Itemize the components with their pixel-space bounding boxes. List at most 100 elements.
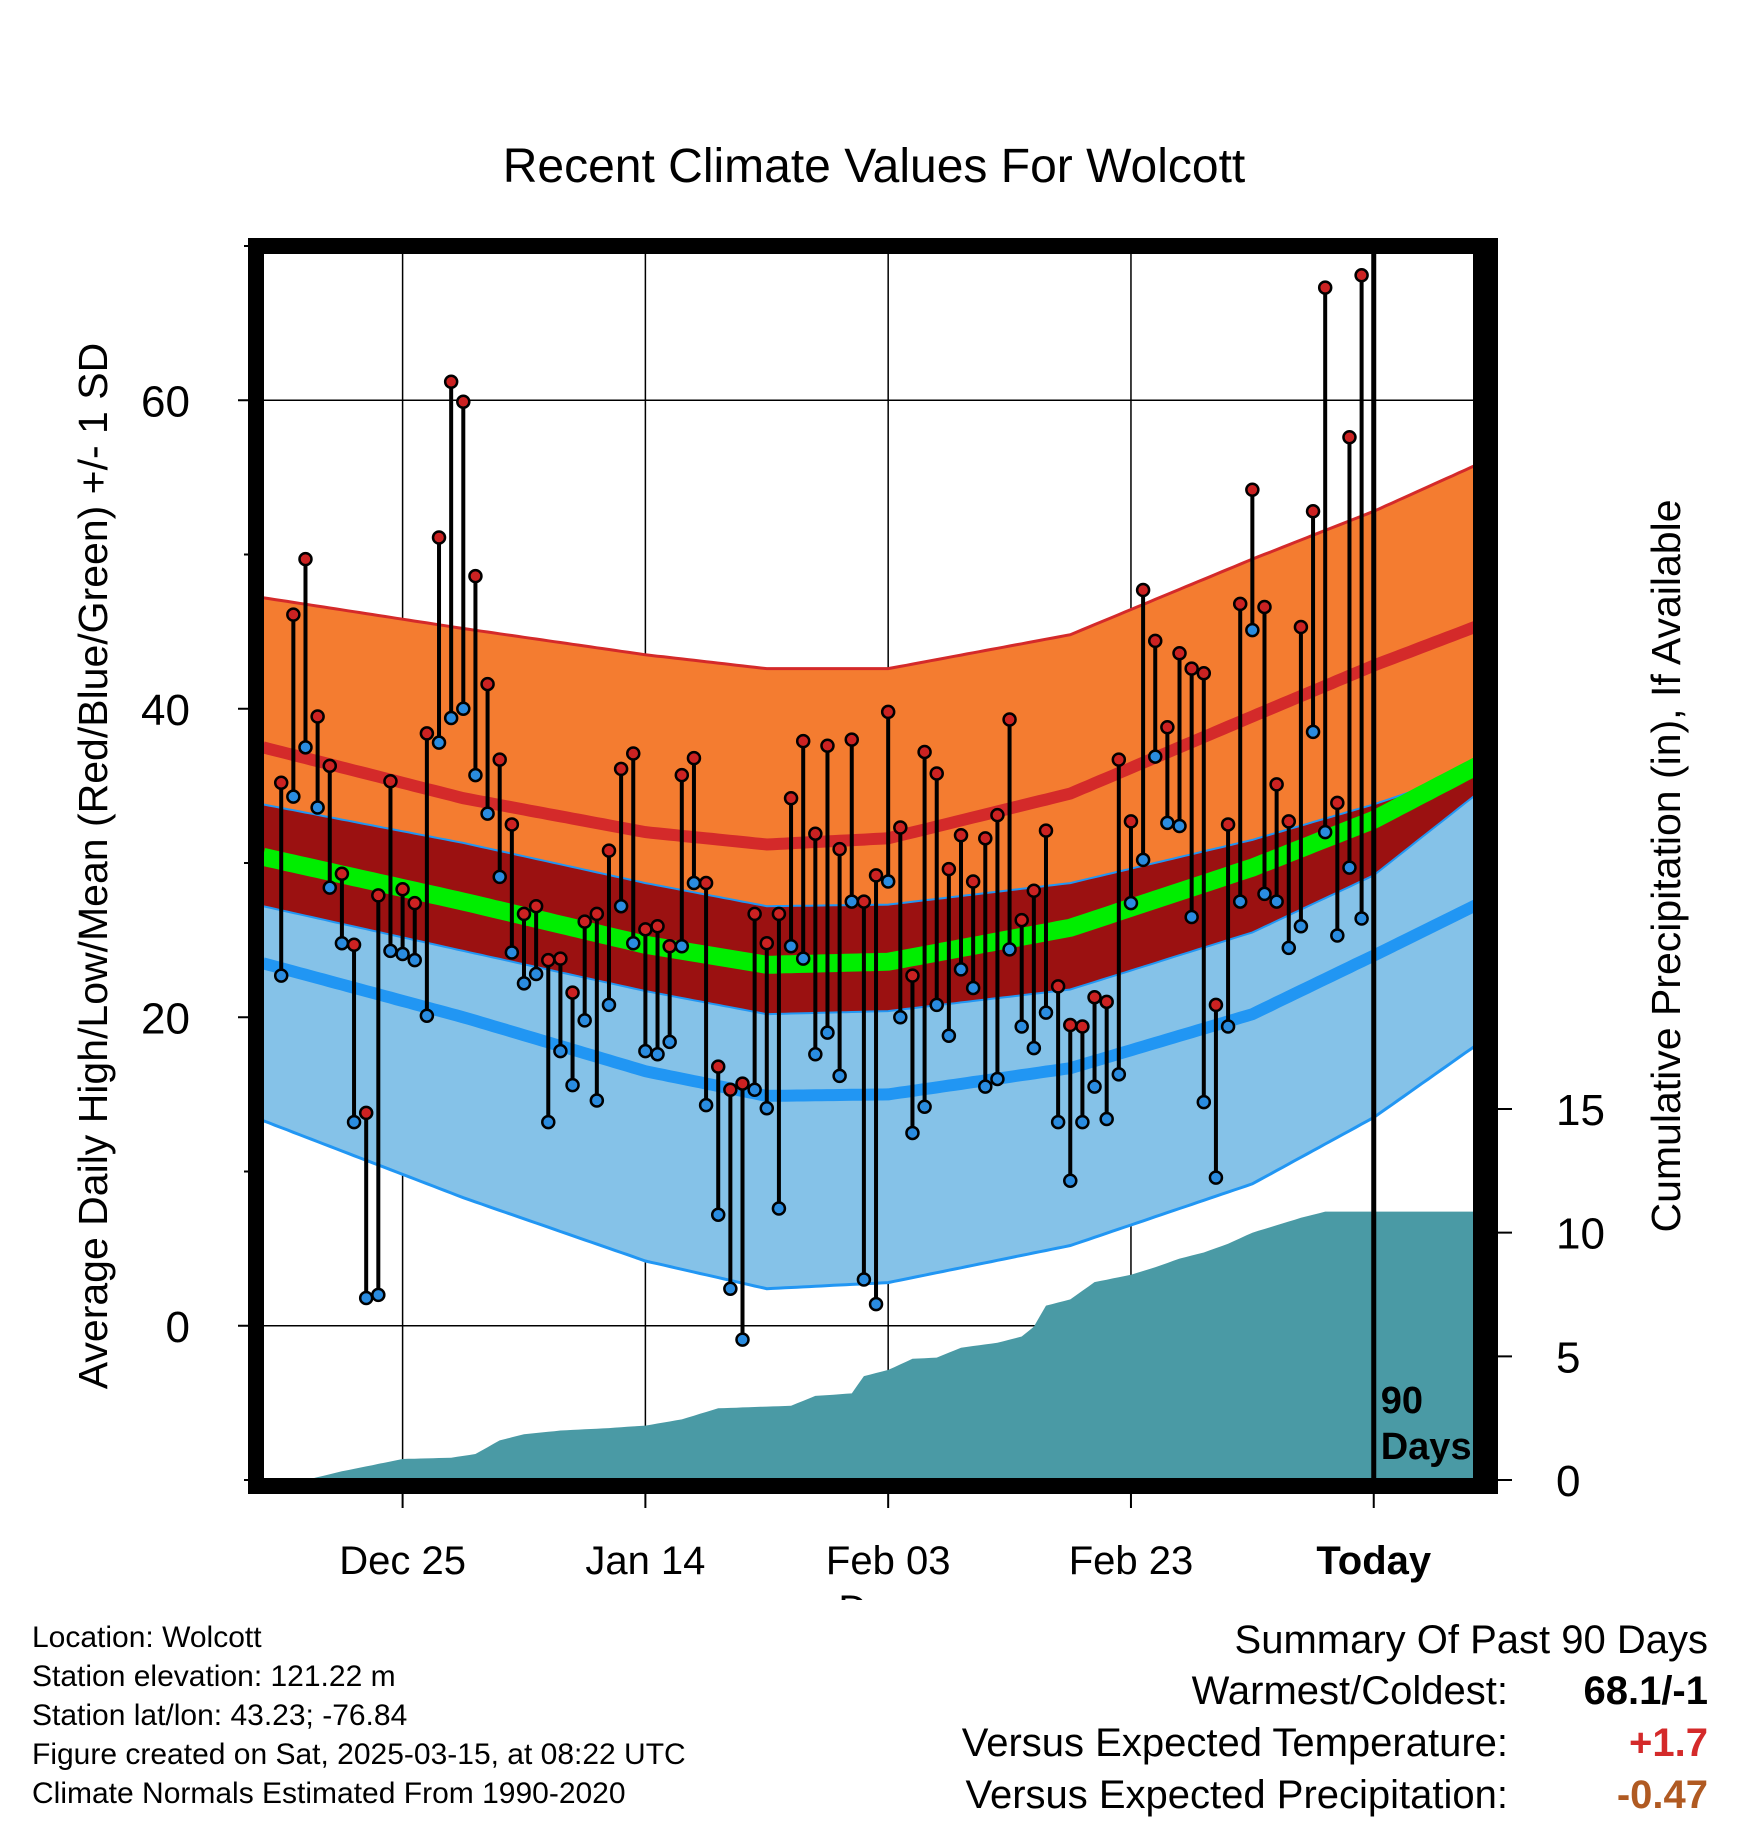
daily-low-point	[710, 1207, 726, 1222]
daily-low-point	[1087, 1079, 1102, 1094]
daily-high-point	[710, 1059, 726, 1074]
daily-low-point	[371, 1287, 386, 1303]
daily-low-point	[638, 1043, 653, 1059]
daily-low-point	[1050, 1114, 1066, 1130]
daily-low-point	[541, 1114, 556, 1130]
daily-low-point	[431, 735, 447, 750]
low-normal-band	[263, 789, 1483, 1289]
y-right-tick-label: 0	[1556, 1457, 1580, 1506]
daily-high-point	[625, 746, 641, 761]
daily-low-point	[759, 1101, 775, 1116]
daily-low-point	[1257, 886, 1272, 902]
daily-high-point	[468, 568, 483, 584]
x-axis-label: Day	[838, 1588, 909, 1600]
plot-inner	[263, 246, 1483, 1480]
daily-high-point	[1135, 582, 1151, 598]
daily-high-point	[917, 744, 932, 760]
daily-high-point	[990, 807, 1005, 823]
daily-high-point	[1050, 979, 1066, 994]
daily-low-point	[832, 1068, 847, 1084]
daily-low-point	[468, 767, 483, 783]
daily-low-point	[674, 939, 690, 954]
daily-low-point	[662, 1034, 677, 1050]
daily-low-point	[419, 1008, 435, 1023]
daily-low-point	[516, 976, 532, 991]
daily-low-point	[1196, 1094, 1212, 1110]
daily-high-point	[443, 374, 459, 389]
daily-high-point	[395, 881, 410, 897]
daily-low-point	[1123, 895, 1139, 911]
normal-low-line	[263, 896, 1483, 1102]
daily-high-point	[322, 758, 338, 774]
daily-low-point	[1026, 1040, 1042, 1056]
daily-low-point	[589, 1093, 605, 1108]
daily-high-point	[298, 551, 313, 567]
daily-low-point	[565, 1077, 580, 1093]
y-axis-label-right: Cumulative Precipitation (in), If Availa…	[1643, 499, 1689, 1232]
daily-low-point	[456, 701, 471, 716]
daily-low-point	[856, 1272, 872, 1287]
daily-high-point	[431, 530, 447, 545]
daily-high-point	[1354, 268, 1369, 283]
daily-low-point	[1099, 1111, 1114, 1127]
daily-low-point	[1014, 1019, 1029, 1034]
location-line: Location: Wolcott	[32, 1621, 262, 1654]
daily-high-point	[1184, 661, 1199, 676]
daily-low-point	[905, 1125, 920, 1141]
daily-low-point	[880, 874, 896, 889]
temp-value: +1.7	[1629, 1721, 1708, 1765]
daily-high-point	[783, 790, 799, 806]
daily-low-point	[771, 1201, 787, 1216]
daily-high-point	[638, 922, 653, 937]
daily-low-point	[613, 898, 629, 914]
daily-high-point	[808, 826, 823, 841]
daily-low-point	[747, 1082, 762, 1097]
daily-low-point	[820, 1025, 835, 1040]
daily-high-point	[880, 704, 896, 720]
daily-high-point	[310, 709, 325, 724]
created-line: Figure created on Sat, 2025-03-15, at 08…	[32, 1738, 686, 1771]
daily-low-point	[953, 962, 969, 977]
daily-high-point	[735, 1076, 750, 1091]
chart-title: Recent Climate Values For Wolcott	[503, 140, 1246, 193]
normal-high-line	[263, 618, 1483, 851]
daily-high-point	[1123, 814, 1139, 829]
daily-low-point	[1111, 1067, 1127, 1082]
daily-low-point	[443, 710, 459, 726]
daily-high-point	[1269, 777, 1284, 792]
daily-high-point	[820, 738, 835, 754]
daily-low-point	[480, 806, 495, 821]
daily-low-point	[1147, 749, 1163, 764]
warmest-value: 68.1/-1	[1583, 1669, 1708, 1713]
daily-low-point	[978, 1079, 993, 1094]
daily-high-point	[965, 874, 981, 889]
daily-low-point	[1135, 852, 1151, 868]
daily-high-point	[565, 985, 580, 1000]
daily-low-point	[504, 945, 520, 960]
climate-chart: Recent Climate Values For Wolcott 90Days…	[70, 140, 1689, 1600]
low-upper-sd-line	[263, 788, 1483, 1016]
daily-high-point	[528, 898, 544, 914]
daily-high-point	[1257, 599, 1272, 615]
daily-high-point	[1305, 504, 1321, 519]
daily-high-point	[1063, 1017, 1078, 1033]
elevation-line: Station elevation: 121.22 m	[32, 1660, 396, 1693]
daily-high-point	[686, 750, 702, 766]
daily-low-point	[650, 1047, 665, 1062]
daily-high-point	[1172, 645, 1187, 661]
daily-high-point	[771, 906, 787, 922]
daily-high-point	[747, 906, 762, 922]
daily-low-point	[990, 1071, 1005, 1087]
daily-high-point	[1075, 1019, 1090, 1034]
today-window-label: 90	[1381, 1380, 1423, 1422]
daily-high-point	[650, 918, 665, 934]
daily-low-point	[358, 1290, 374, 1306]
daily-low-point	[698, 1097, 714, 1113]
daily-low-point	[795, 951, 811, 966]
daily-high-point	[1342, 430, 1357, 445]
daily-high-point	[1281, 814, 1297, 829]
daily-low-point	[310, 800, 325, 815]
y-axis-label-left: Average Daily High/Low/Mean (Red/Blue/Gr…	[70, 343, 116, 1389]
daily-low-point	[1208, 1170, 1224, 1185]
daily-high-point	[407, 895, 422, 911]
